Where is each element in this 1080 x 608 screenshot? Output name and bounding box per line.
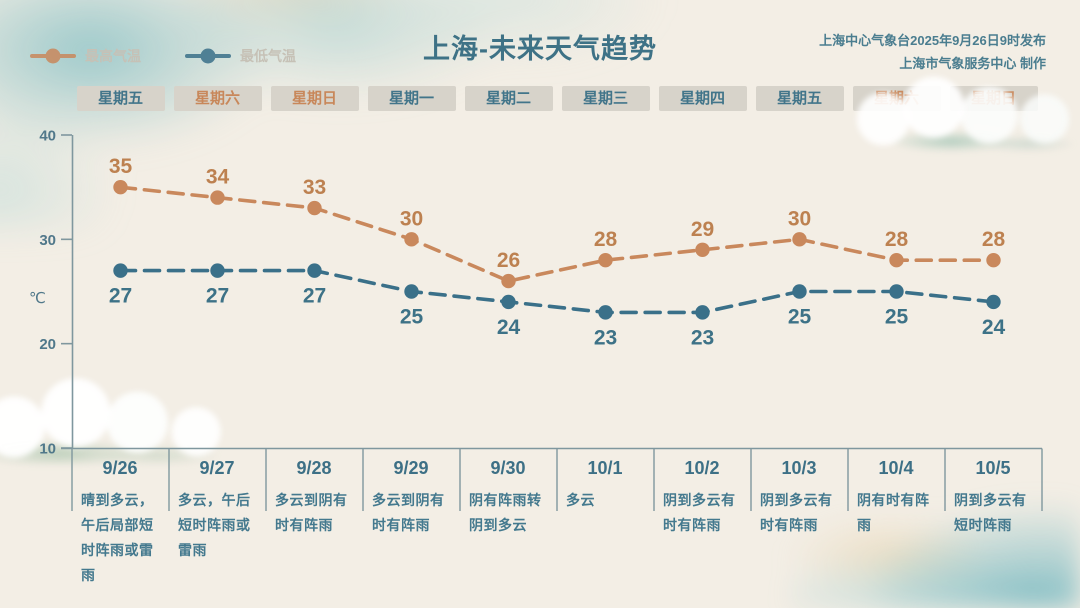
forecast-date: 10/1 [587, 458, 623, 478]
forecast-date: 10/4 [878, 458, 914, 478]
forecast-date: 9/26 [102, 458, 138, 478]
series-line [118, 185, 996, 283]
y-tick-label: 20 [39, 336, 56, 353]
forecast-date: 9/27 [199, 458, 235, 478]
y-axis-unit: ℃ [29, 290, 46, 307]
y-tick-label: 30 [39, 232, 56, 249]
data-point [404, 232, 419, 247]
data-point [404, 284, 419, 299]
data-point [889, 284, 904, 299]
forecast-row: 9/26 晴到多云，午后局部短时阵雨或雷雨 9/27 多云，午后短时阵雨或雷雨 9/28… [72, 458, 1042, 588]
forecast-date: 10/3 [781, 458, 817, 478]
value-label: 28 [885, 228, 909, 251]
forecast-date: 9/28 [296, 458, 332, 478]
data-point [695, 242, 710, 257]
data-point [889, 253, 904, 268]
issuer-line2: 上海市气象服务中心 制作 [899, 56, 1046, 71]
forecast-weather: 多云到阴有时有阵雨 [372, 492, 445, 533]
data-point [307, 200, 322, 216]
forecast-column: 10/5 阴到多云有短时阵雨 [945, 458, 1042, 588]
data-point [598, 253, 613, 268]
forecast-column: 10/1 多云 [557, 458, 654, 588]
forecast-weather: 阴有时有阵雨 [857, 492, 930, 533]
forecast-column: 9/28 多云到阴有时有阵雨 [266, 458, 363, 588]
value-label: 27 [109, 285, 132, 308]
value-label: 25 [400, 306, 424, 329]
y-tick-label: 10 [39, 441, 56, 458]
value-label: 29 [691, 218, 714, 241]
data-point [598, 305, 613, 320]
data-point [792, 284, 807, 299]
data-point [501, 294, 516, 310]
data-point [210, 190, 225, 205]
issuer-info: 上海中心气象台2025年9月26日9时发布 上海市气象服务中心 制作 [819, 29, 1046, 75]
data-point [501, 273, 516, 289]
forecast-column: 10/4 阴有时有阵雨 [848, 458, 945, 588]
forecast-column: 10/3 阴到多云有时有阵雨 [751, 458, 848, 588]
forecast-column: 9/29 多云到阴有时有阵雨 [363, 458, 460, 588]
value-label: 28 [982, 228, 1006, 251]
low-temp-series: 27 27 27 25 24 23 23 25 25 24 [109, 263, 1006, 349]
forecast-weather: 晴到多云，午后局部短时阵雨或雷雨 [81, 492, 154, 583]
value-label: 23 [691, 326, 714, 349]
data-point [695, 305, 710, 320]
forecast-column: 9/30 阴有阵雨转阴到多云 [460, 458, 557, 588]
issuer-line1: 上海中心气象台2025年9月26日9时发布 [819, 33, 1046, 48]
value-label: 30 [400, 207, 423, 230]
forecast-weather: 多云到阴有时有阵雨 [275, 492, 348, 533]
forecast-weather: 阴到多云有时有阵雨 [663, 492, 736, 533]
value-label: 24 [982, 316, 1006, 339]
forecast-column: 10/2 阴到多云有时有阵雨 [654, 458, 751, 588]
forecast-date: 10/2 [684, 458, 720, 478]
forecast-date: 10/5 [975, 458, 1011, 478]
forecast-weather: 阴到多云有短时阵雨 [954, 492, 1027, 533]
data-point [986, 294, 1001, 310]
weekday-chip: 星期四 [658, 86, 747, 111]
value-label: 27 [206, 285, 229, 308]
forecast-column: 9/27 多云，午后短时阵雨或雷雨 [169, 458, 266, 588]
value-label: 24 [497, 316, 521, 339]
value-label: 28 [594, 228, 618, 251]
value-label: 33 [303, 176, 326, 199]
value-label: 35 [109, 155, 133, 178]
data-point [113, 179, 128, 195]
data-point [113, 263, 128, 278]
value-label: 27 [303, 285, 326, 308]
data-point [210, 263, 225, 278]
value-label: 25 [885, 306, 909, 329]
forecast-weather: 阴到多云有时有阵雨 [760, 492, 833, 533]
value-label: 26 [497, 249, 520, 272]
forecast-date: 9/30 [490, 458, 526, 478]
weekday-chip: 星期五 [755, 86, 844, 111]
series-line [118, 268, 996, 315]
high-temp-series: 35 34 33 30 26 28 29 30 28 28 [109, 155, 1006, 289]
value-label: 30 [788, 207, 811, 230]
data-point [307, 263, 322, 278]
forecast-weather: 多云 [566, 492, 595, 508]
data-point [792, 232, 807, 247]
forecast-weather: 阴有阵雨转阴到多云 [469, 492, 542, 533]
y-tick-label: 40 [39, 128, 56, 145]
value-label: 25 [788, 306, 812, 329]
value-label: 34 [206, 166, 230, 189]
forecast-weather: 多云，午后短时阵雨或雷雨 [178, 492, 251, 558]
forecast-column: 9/26 晴到多云，午后局部短时阵雨或雷雨 [72, 458, 169, 588]
value-label: 23 [594, 326, 617, 349]
forecast-date: 9/29 [393, 458, 429, 478]
data-point [986, 253, 1001, 268]
